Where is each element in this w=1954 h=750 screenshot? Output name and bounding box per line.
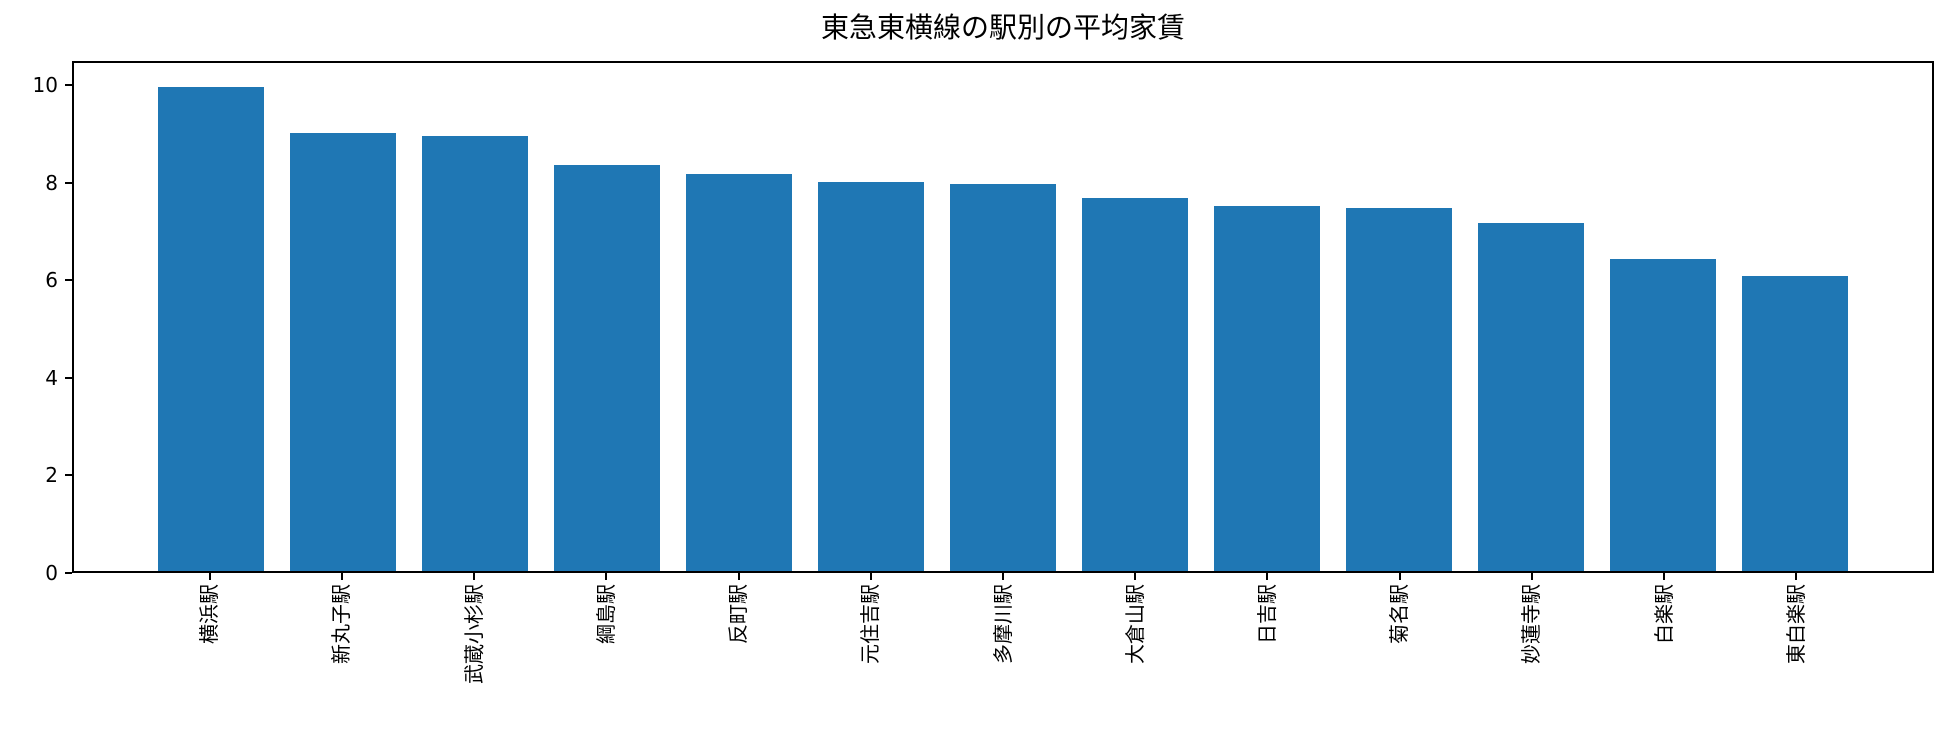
x-tick-label-2: 武蔵小杉駅 <box>461 584 486 684</box>
y-tick-label-8: 8 <box>45 170 58 195</box>
x-tick-label-11: 白楽駅 <box>1651 584 1676 644</box>
bar-2 <box>422 135 528 571</box>
y-tick-label-0: 0 <box>45 561 58 585</box>
x-tick-label-10: 妙蓮寺駅 <box>1519 584 1544 664</box>
bar-8 <box>1214 205 1320 571</box>
x-tick-label-7: 大倉山駅 <box>1122 584 1147 664</box>
bar-0 <box>158 87 265 571</box>
y-tick-mark-8 <box>65 181 72 184</box>
y-tick-label-6: 6 <box>45 268 58 293</box>
x-tick-label-5: 元住吉駅 <box>858 584 883 664</box>
y-tick-label-4: 4 <box>45 365 58 390</box>
x-tick-mark-6 <box>1002 573 1004 580</box>
x-tick-mark-12 <box>1795 573 1798 580</box>
x-tick-label-9: 菊名駅 <box>1387 584 1412 644</box>
x-tick-mark-11 <box>1663 573 1666 580</box>
bar-11 <box>1610 258 1716 571</box>
x-tick-mark-3 <box>605 573 608 580</box>
x-tick-label-4: 反町駅 <box>726 584 750 644</box>
x-tick-mark-5 <box>869 573 872 580</box>
bar-9 <box>1346 208 1452 571</box>
bar-7 <box>1082 198 1188 571</box>
x-tick-mark-0 <box>208 573 211 580</box>
x-tick-mark-10 <box>1530 573 1533 580</box>
bar-5 <box>818 181 924 571</box>
y-tick-label-10: 10 <box>32 73 58 98</box>
y-tick-mark-10 <box>65 84 72 87</box>
chart-title: 東急東横線の駅別の平均家賃 <box>820 11 1185 44</box>
bar-3 <box>554 164 660 571</box>
x-tick-mark-1 <box>340 573 343 580</box>
bar-6 <box>950 183 1056 571</box>
bar-10 <box>1478 222 1584 571</box>
x-tick-label-6: 多摩川駅 <box>990 584 1015 664</box>
y-tick-mark-4 <box>65 376 72 379</box>
x-tick-mark-8 <box>1266 573 1269 580</box>
y-tick-mark-0 <box>65 572 72 574</box>
plot-area <box>72 61 1934 573</box>
bar-4 <box>686 174 792 571</box>
y-tick-mark-2 <box>65 474 72 477</box>
y-tick-label-2: 2 <box>45 463 58 488</box>
x-tick-label-8: 日吉駅 <box>1254 584 1279 644</box>
x-tick-mark-2 <box>473 573 476 580</box>
x-tick-mark-9 <box>1398 573 1401 580</box>
x-tick-label-3: 綱島駅 <box>593 584 618 644</box>
x-tick-label-0: 横浜駅 <box>197 584 222 644</box>
y-tick-mark-6 <box>65 279 72 282</box>
x-tick-label-12: 東白楽駅 <box>1783 584 1808 664</box>
bar-12 <box>1741 275 1848 571</box>
bar-1 <box>290 133 396 571</box>
x-tick-mark-7 <box>1134 573 1137 580</box>
x-tick-mark-4 <box>737 573 740 580</box>
x-tick-label-1: 新丸子駅 <box>329 584 354 664</box>
